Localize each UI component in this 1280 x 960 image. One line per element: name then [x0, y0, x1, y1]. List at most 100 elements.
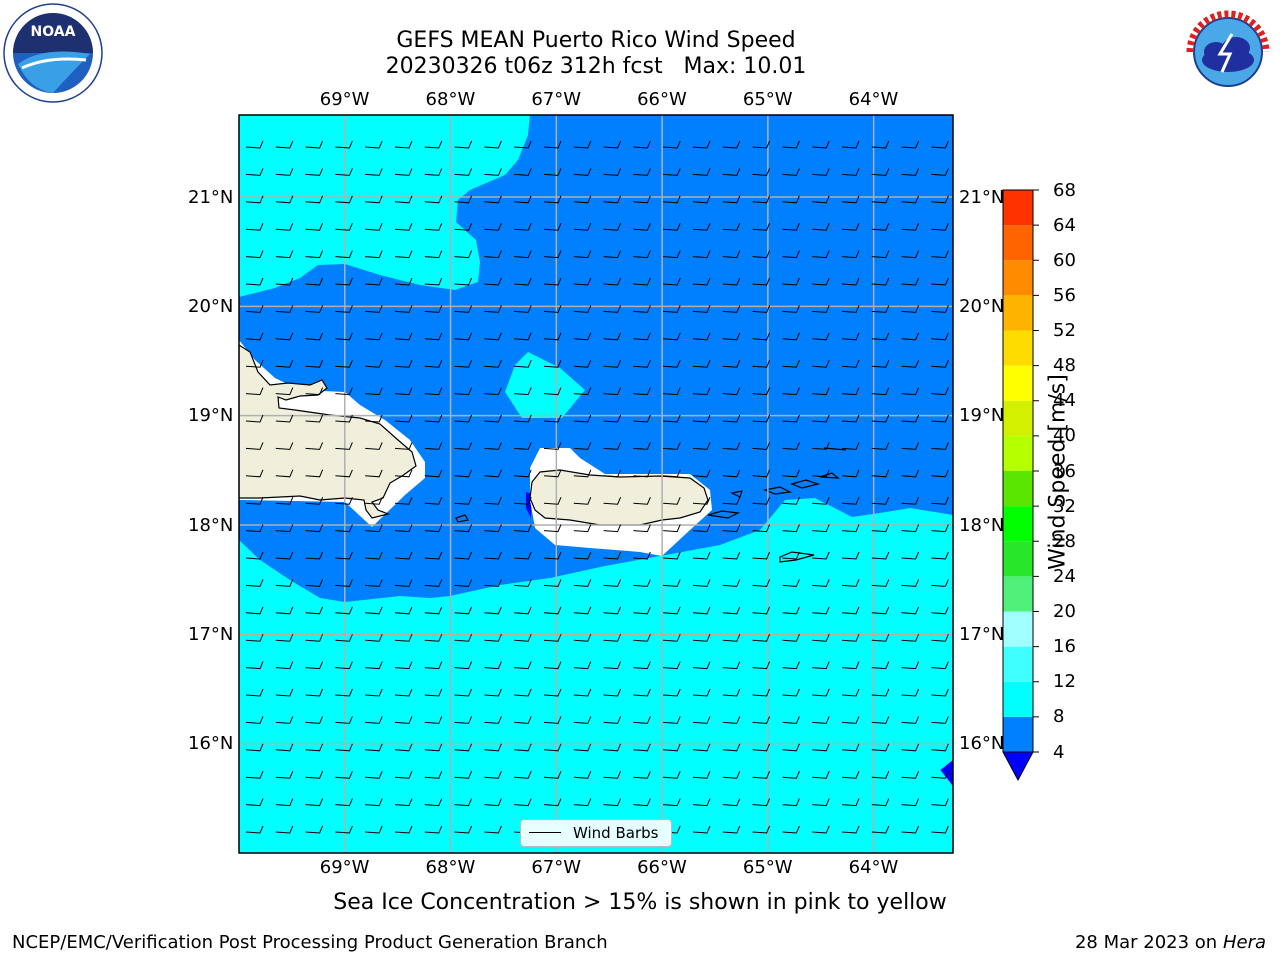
- lon-label-bottom: 67°W: [531, 856, 582, 878]
- wind-barb: [633, 469, 651, 478]
- wind-barb: [871, 360, 890, 368]
- wind-barb: [573, 524, 592, 533]
- wind-barb: [275, 168, 294, 176]
- wind-barb: [931, 414, 949, 423]
- wind-barb: [752, 524, 771, 533]
- wind-barb: [722, 771, 741, 779]
- wind-barb: [365, 634, 383, 642]
- wind-barb: [812, 414, 830, 423]
- wind-barb: [484, 743, 502, 752]
- wind-barb: [543, 606, 562, 615]
- wind-barb: [901, 606, 920, 615]
- wind-barb: [514, 277, 532, 286]
- colorbar-segment: [1003, 611, 1033, 647]
- wind-barb: [633, 743, 651, 752]
- wind-barb: [752, 579, 771, 587]
- wind-barb: [573, 771, 592, 779]
- wind-barb: [931, 195, 949, 204]
- wind-barb: [931, 771, 949, 779]
- wind-barb: [543, 551, 562, 560]
- wind-barb: [782, 688, 800, 697]
- wind-barb: [365, 798, 383, 807]
- wind-barb: [275, 223, 294, 231]
- wind-barb: [365, 606, 383, 615]
- wind-barb: [901, 661, 920, 670]
- wind-barb: [335, 825, 353, 834]
- wind-barb: [871, 305, 890, 313]
- wind-barb: [365, 579, 383, 587]
- colorbar-tick-label: 36: [1053, 460, 1076, 482]
- wind-barb: [275, 414, 294, 423]
- wind-barb: [931, 168, 949, 176]
- wind-barb: [871, 332, 890, 341]
- wind-barb: [275, 305, 294, 313]
- wind-barb: [901, 250, 920, 259]
- wind-barb: [454, 551, 473, 560]
- lat-label-left: 17°N: [188, 623, 234, 645]
- wind-barb: [484, 497, 502, 505]
- wind-barb: [633, 387, 651, 396]
- gridlines: [239, 115, 953, 853]
- wind-barb: [335, 716, 353, 724]
- wind-barb: [543, 195, 562, 204]
- nws-logo: [1178, 2, 1278, 102]
- wind-barb: [543, 250, 562, 259]
- wind-barb: [335, 140, 353, 149]
- wind-barb: [931, 442, 949, 450]
- wind-barb: [812, 524, 830, 533]
- wind-barb: [514, 771, 532, 779]
- wind-barb: [424, 387, 443, 396]
- wind-barb: [692, 277, 711, 286]
- wind-barb: [394, 387, 413, 396]
- wind-barb: [514, 168, 532, 176]
- wind-barb: [365, 551, 383, 560]
- wind-barb: [841, 195, 860, 204]
- wind-barb: [514, 579, 532, 587]
- wind-barb: [692, 223, 711, 231]
- wind-barb: [275, 497, 294, 505]
- wind-barb: [543, 716, 562, 724]
- wind-barb: [782, 140, 800, 149]
- wind-barb: [484, 469, 502, 478]
- wind-barb: [484, 688, 502, 697]
- wind-barb: [335, 469, 353, 478]
- wind-barb: [871, 497, 890, 505]
- lon-label-top: 68°W: [425, 88, 476, 110]
- wind-barb: [484, 634, 502, 642]
- lon-label-bottom: 64°W: [848, 856, 899, 878]
- wind-barb: [871, 688, 890, 697]
- wind-barb: [812, 360, 830, 368]
- wind-barb: [901, 414, 920, 423]
- wind-barb: [245, 716, 264, 724]
- wind-barb: [752, 716, 771, 724]
- colorbar-tick-label: 52: [1053, 320, 1076, 341]
- wind-barb: [365, 140, 383, 149]
- wind-barb: [245, 688, 264, 697]
- wind-barb: [365, 743, 383, 752]
- wind-barb: [871, 277, 890, 286]
- wind-barb: [841, 688, 860, 697]
- wind-barb: [663, 223, 681, 231]
- colorbar-tick-label: 32: [1053, 495, 1076, 517]
- wind-barb: [424, 743, 443, 752]
- wind-barb: [275, 661, 294, 670]
- wind-barb: [812, 250, 830, 259]
- wind-barb: [514, 688, 532, 697]
- wind-barb: [812, 469, 830, 478]
- wind-barb: [692, 305, 711, 313]
- wind-barb: [871, 825, 890, 834]
- lat-label-right: 18°N: [959, 514, 1005, 536]
- wind-barb: [275, 743, 294, 752]
- wind-barb: [871, 469, 890, 478]
- wind-barb: [841, 168, 860, 176]
- wind-barb: [245, 661, 264, 670]
- wind-barb: [931, 360, 949, 368]
- wind-barb: [454, 524, 473, 533]
- wind-barb: [841, 387, 860, 396]
- puerto-rico-land: [529, 469, 709, 526]
- wind-barb: [812, 825, 830, 834]
- wind-barb: [514, 223, 532, 231]
- wind-barb: [454, 414, 473, 423]
- wind-barb: [812, 195, 830, 204]
- wind-barb: [722, 332, 741, 341]
